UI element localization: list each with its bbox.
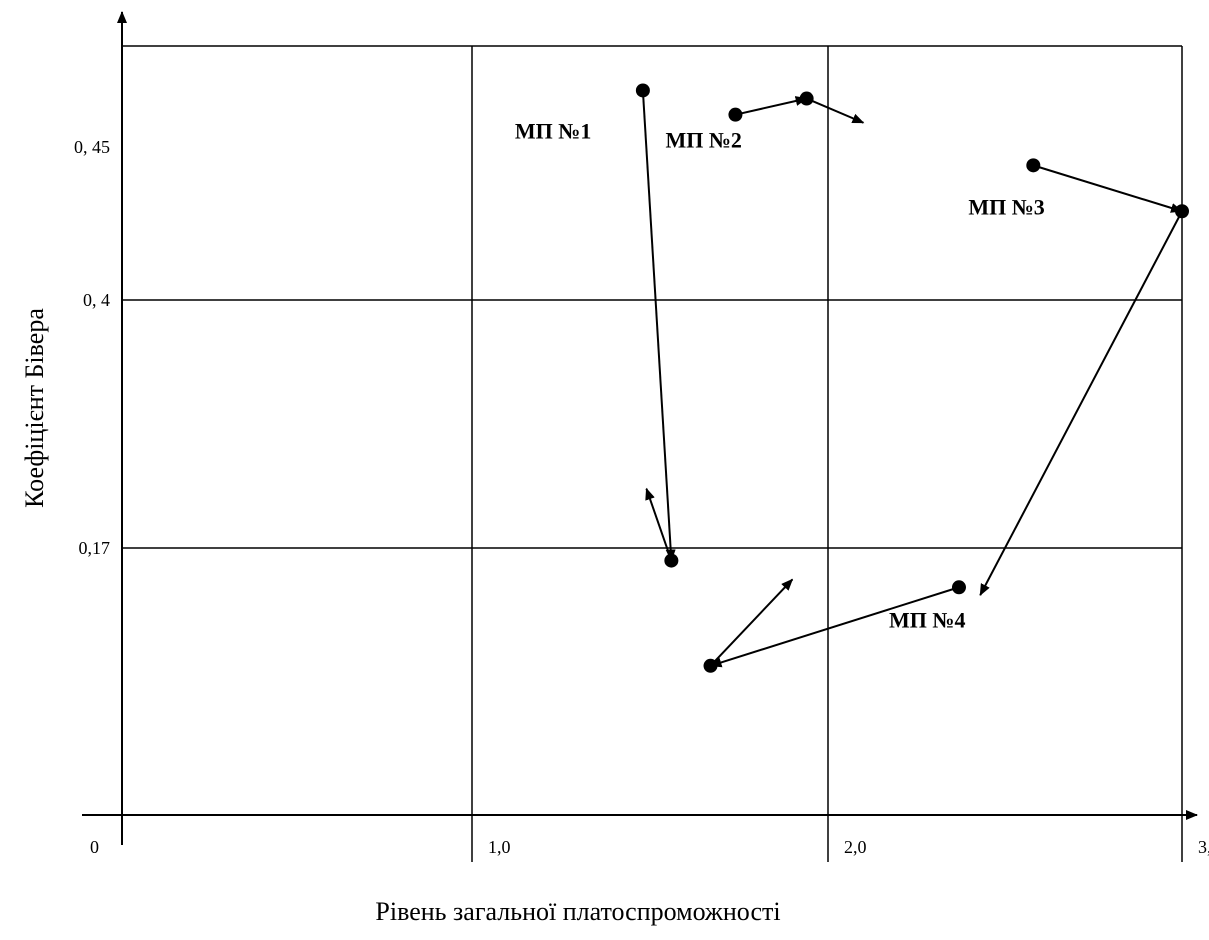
y-tick-label: 0, 45 [74, 137, 110, 157]
data-point [703, 658, 718, 673]
series-arrow [709, 586, 960, 668]
trend-arrow [709, 578, 794, 667]
origin-label: 0 [90, 837, 99, 857]
series-label: МП №3 [968, 194, 1044, 219]
x-axis-title: Рівень загальної платоспроможності [375, 897, 780, 926]
series-label: МП №4 [889, 607, 965, 632]
x-tick-label: 2,0 [844, 837, 867, 857]
data-series: МП №1 МП №2 МП №3 МП №4 [515, 83, 1189, 673]
data-point [799, 91, 814, 106]
data-point [951, 580, 966, 595]
data-point [728, 107, 743, 122]
series-label: МП №2 [665, 128, 741, 153]
tick-labels: 0 1,0 2,0 3,0 0,17 0, 4 0, 45 [74, 137, 1209, 857]
series-arrow [641, 90, 676, 562]
x-tick-label: 1,0 [488, 837, 511, 857]
data-point [664, 553, 679, 568]
series-label: МП №1 [515, 118, 591, 143]
y-tick-label: 0,17 [79, 538, 111, 558]
series-arrow [1033, 164, 1183, 213]
grid-lines [122, 45, 1183, 862]
series-arrow [735, 96, 808, 116]
x-tick-label: 3,0 [1198, 837, 1209, 857]
data-point [1026, 158, 1041, 173]
axes [82, 11, 1198, 845]
trend-arrow [806, 97, 865, 124]
y-tick-label: 0, 4 [83, 290, 110, 310]
transition-arrow [979, 210, 1183, 597]
y-axis-title: Коефіцієнт Бівера [20, 308, 49, 508]
trend-arrow [645, 487, 673, 561]
data-point [635, 83, 650, 98]
